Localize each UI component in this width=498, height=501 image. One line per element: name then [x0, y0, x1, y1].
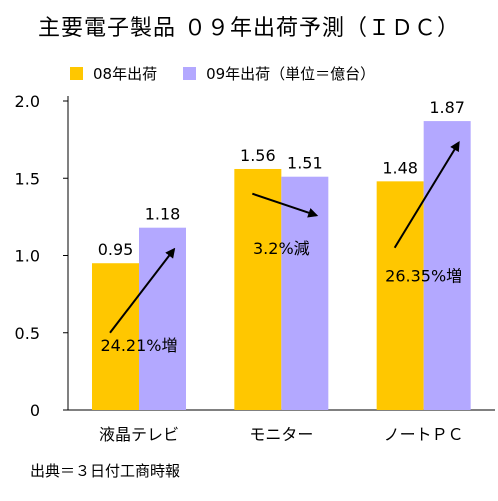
bar-value-label: 1.87: [429, 98, 465, 117]
bar-2008: [376, 181, 424, 410]
y-tick-label: 1.5: [15, 169, 40, 188]
bar-2009: [281, 176, 329, 410]
legend: 08年出荷 09年出荷（単位＝億台）: [70, 62, 401, 84]
change-annotation: 24.21%増: [100, 336, 177, 355]
legend-item-2009: 09年出荷（単位＝億台）: [183, 63, 375, 84]
change-annotation: 26.35%増: [385, 267, 462, 286]
change-arrow: [109, 247, 176, 334]
change-arrow: [393, 141, 460, 249]
bar-2009: [423, 121, 471, 411]
bar-2009: [139, 227, 186, 410]
y-tick-label: 2.0: [15, 92, 40, 111]
source-note: 出典＝３日付工商時報: [30, 462, 181, 480]
y-tick-label: 1.0: [15, 247, 40, 266]
bar-value-label: 1.48: [382, 158, 418, 177]
y-tick-label: 0: [30, 401, 40, 420]
x-tick-label: ノートＰＣ: [384, 425, 464, 444]
bar-value-label: 1.51: [287, 154, 323, 173]
legend-label-2009: 09年出荷（単位＝億台）: [206, 64, 376, 83]
bar-value-label: 1.56: [240, 146, 276, 165]
change-arrow: [252, 192, 319, 218]
x-tick-label: モニター: [249, 425, 313, 444]
legend-swatch-2008: [70, 66, 83, 80]
legend-item-2008: 08年出荷: [70, 63, 157, 84]
y-tick-label: 0.5: [15, 324, 40, 343]
bar-2008: [234, 168, 282, 410]
legend-label-2008: 08年出荷: [93, 64, 158, 83]
bar-2008: [92, 263, 139, 410]
bar-value-label: 1.18: [145, 205, 181, 224]
legend-swatch-2009: [183, 66, 197, 80]
chart-title: 主要電子製品 ０９年出荷予測（ＩＤＣ）: [38, 16, 460, 41]
change-annotation: 3.2%減: [253, 239, 310, 258]
bar-value-label: 0.95: [98, 240, 134, 259]
x-tick-label: 液晶テレビ: [99, 425, 179, 444]
